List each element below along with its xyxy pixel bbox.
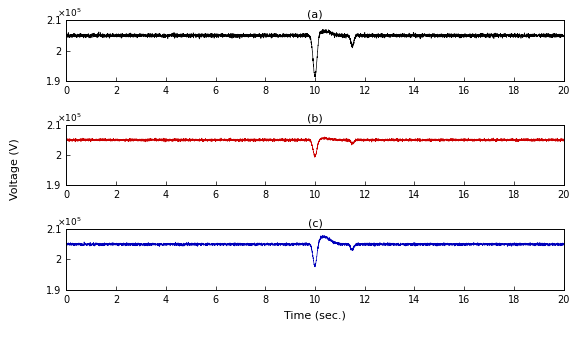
Text: $\times\mathregular{10}^5$: $\times\mathregular{10}^5$: [57, 111, 81, 123]
Title: (b): (b): [307, 114, 323, 124]
X-axis label: Time (sec.): Time (sec.): [284, 310, 346, 320]
Text: Voltage (V): Voltage (V): [10, 139, 20, 200]
Title: (a): (a): [307, 9, 323, 20]
Text: $\times\mathregular{10}^5$: $\times\mathregular{10}^5$: [57, 7, 81, 19]
Text: $\times\mathregular{10}^5$: $\times\mathregular{10}^5$: [57, 216, 81, 228]
Title: (c): (c): [307, 218, 323, 228]
